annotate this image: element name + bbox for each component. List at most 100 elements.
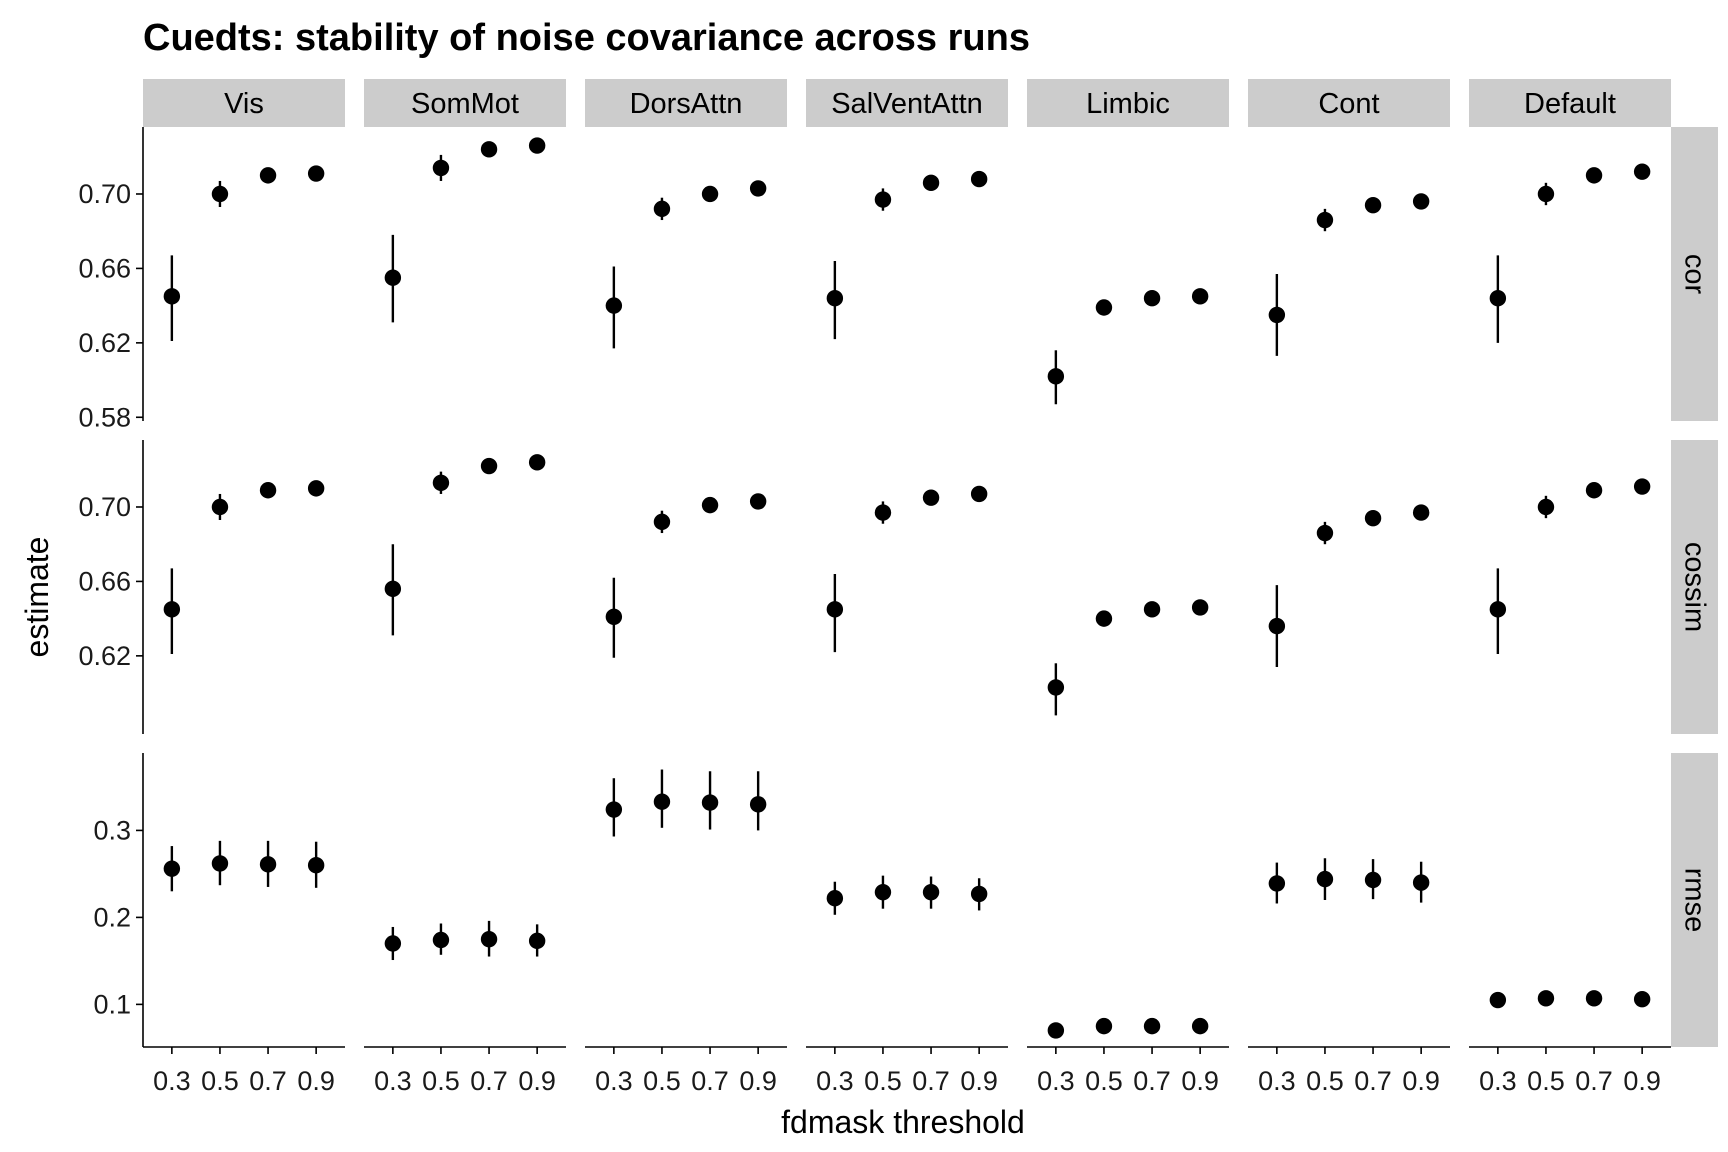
- point-cossim-dorsattn: [605, 608, 623, 625]
- facet-axes: 0.58 0.62 0.66 0.70 0.62 0.66 0.70 0.1 0.2 0.3 0.3…: [78, 127, 1671, 1096]
- point-cor-cont: [1364, 196, 1382, 214]
- strip-cossim: [1671, 440, 1718, 734]
- point-rmse-sommot: [528, 932, 546, 950]
- x-tick-label-default: 0.3: [1479, 1066, 1517, 1096]
- point-cossim-vis: [163, 601, 181, 618]
- y-tick-label-cor: 0.66: [78, 253, 131, 283]
- point-cossim-cont: [1316, 524, 1334, 542]
- point-rmse-salventattn: [922, 883, 940, 901]
- facet-marks: [163, 137, 1651, 1039]
- point-cor-sommot: [480, 141, 498, 158]
- strip-label-sommot: SomMot: [411, 88, 519, 120]
- x-tick-label-dorsattn: 0.7: [691, 1066, 729, 1096]
- point-cossim-default: [1489, 601, 1507, 618]
- y-tick-label-cossim: 0.62: [78, 641, 131, 671]
- point-cor-cont: [1412, 193, 1430, 210]
- point-cossim-default: [1633, 478, 1651, 495]
- strip-label-dorsattn: DorsAttn: [630, 88, 743, 120]
- point-cossim-salventattn: [922, 489, 940, 506]
- point-cor-dorsattn: [605, 297, 623, 314]
- x-tick-label-default: 0.7: [1575, 1066, 1613, 1096]
- x-tick-label-cont: 0.5: [1306, 1066, 1344, 1096]
- facet-strips: Vis SomMot DorsAttn SalVentAttn Limbic Cont De…: [143, 79, 1718, 1047]
- strip-dorsattn: [585, 79, 787, 127]
- x-tick-label-salventattn: 0.9: [960, 1066, 998, 1096]
- point-rmse-sommot: [384, 935, 402, 952]
- point-rmse-sommot: [432, 931, 450, 949]
- point-cossim-dorsattn: [701, 496, 719, 514]
- point-cor-limbic: [1047, 368, 1065, 385]
- x-tick-label-salventattn: 0.3: [816, 1066, 854, 1096]
- x-tick-label-salventattn: 0.7: [912, 1066, 950, 1096]
- point-rmse-limbic: [1095, 1017, 1113, 1035]
- point-cor-sommot: [432, 159, 450, 177]
- point-cor-salventattn: [826, 289, 844, 307]
- x-tick-label-vis: 0.3: [153, 1066, 191, 1096]
- point-rmse-default: [1489, 991, 1507, 1009]
- x-tick-label-default: 0.9: [1623, 1066, 1661, 1096]
- x-tick-label-dorsattn: 0.3: [595, 1066, 633, 1096]
- strip-rmse: [1671, 753, 1718, 1047]
- point-cor-dorsattn: [749, 180, 767, 197]
- point-cossim-sommot: [528, 454, 546, 471]
- point-cor-dorsattn: [701, 185, 719, 203]
- point-rmse-limbic: [1191, 1017, 1209, 1035]
- x-tick-label-limbic: 0.7: [1133, 1066, 1171, 1096]
- y-tick-label-cor: 0.70: [78, 179, 131, 209]
- y-tick-label-cossim: 0.66: [78, 566, 131, 596]
- point-cor-cont: [1316, 211, 1334, 229]
- point-cossim-sommot: [480, 457, 498, 475]
- x-axis-title: fdmask threshold: [781, 1104, 1025, 1140]
- point-rmse-limbic: [1047, 1022, 1065, 1039]
- x-tick-label-dorsattn: 0.5: [643, 1066, 681, 1096]
- point-rmse-cont: [1268, 875, 1286, 892]
- point-rmse-vis: [163, 860, 181, 877]
- point-rmse-dorsattn: [653, 793, 671, 810]
- x-tick-label-salventattn: 0.5: [864, 1066, 902, 1096]
- strip-label-cossim: cossim: [1679, 542, 1711, 632]
- point-cor-sommot: [384, 269, 402, 286]
- point-cossim-cont: [1268, 617, 1286, 635]
- strip-label-cont: Cont: [1318, 88, 1379, 120]
- point-rmse-salventattn: [874, 883, 892, 901]
- point-cor-salventattn: [970, 170, 988, 188]
- strip-label-default: Default: [1524, 88, 1616, 120]
- strip-vis: [143, 79, 345, 127]
- point-rmse-dorsattn: [749, 796, 767, 813]
- strip-cor: [1671, 127, 1718, 421]
- point-cossim-vis: [211, 498, 229, 516]
- point-cor-cont: [1268, 306, 1286, 324]
- point-cor-sommot: [528, 137, 546, 154]
- point-cossim-salventattn: [970, 485, 988, 503]
- point-rmse-vis: [211, 855, 229, 872]
- y-tick-label-rmse: 0.3: [93, 815, 131, 845]
- point-cossim-cont: [1412, 504, 1430, 521]
- point-cossim-limbic: [1095, 610, 1113, 627]
- point-cor-limbic: [1191, 288, 1209, 305]
- strip-label-limbic: Limbic: [1086, 88, 1170, 120]
- point-cossim-vis: [259, 482, 277, 499]
- point-cor-salventattn: [922, 174, 940, 192]
- x-tick-label-vis: 0.5: [201, 1066, 239, 1096]
- y-tick-label-rmse: 0.2: [93, 902, 131, 932]
- y-axis-title: estimate: [19, 537, 55, 658]
- point-cossim-dorsattn: [653, 513, 671, 531]
- y-tick-label-cossim: 0.70: [78, 492, 131, 522]
- strip-default: [1469, 79, 1671, 127]
- x-tick-label-sommot: 0.7: [470, 1066, 508, 1096]
- point-cossim-salventattn: [874, 504, 892, 521]
- point-cor-limbic: [1095, 299, 1113, 316]
- point-cossim-salventattn: [826, 601, 844, 618]
- point-cossim-cont: [1364, 509, 1382, 527]
- point-cossim-dorsattn: [749, 493, 767, 510]
- x-tick-label-limbic: 0.9: [1181, 1066, 1219, 1096]
- strip-label-salventattn: SalVentAttn: [831, 88, 983, 120]
- x-tick-label-limbic: 0.3: [1037, 1066, 1075, 1096]
- point-cossim-sommot: [432, 474, 450, 491]
- strip-label-cor: cor: [1679, 254, 1711, 295]
- point-rmse-default: [1585, 990, 1603, 1007]
- x-tick-label-sommot: 0.5: [422, 1066, 460, 1096]
- strip-label-rmse: rmse: [1679, 868, 1711, 932]
- x-tick-label-dorsattn: 0.9: [739, 1066, 777, 1096]
